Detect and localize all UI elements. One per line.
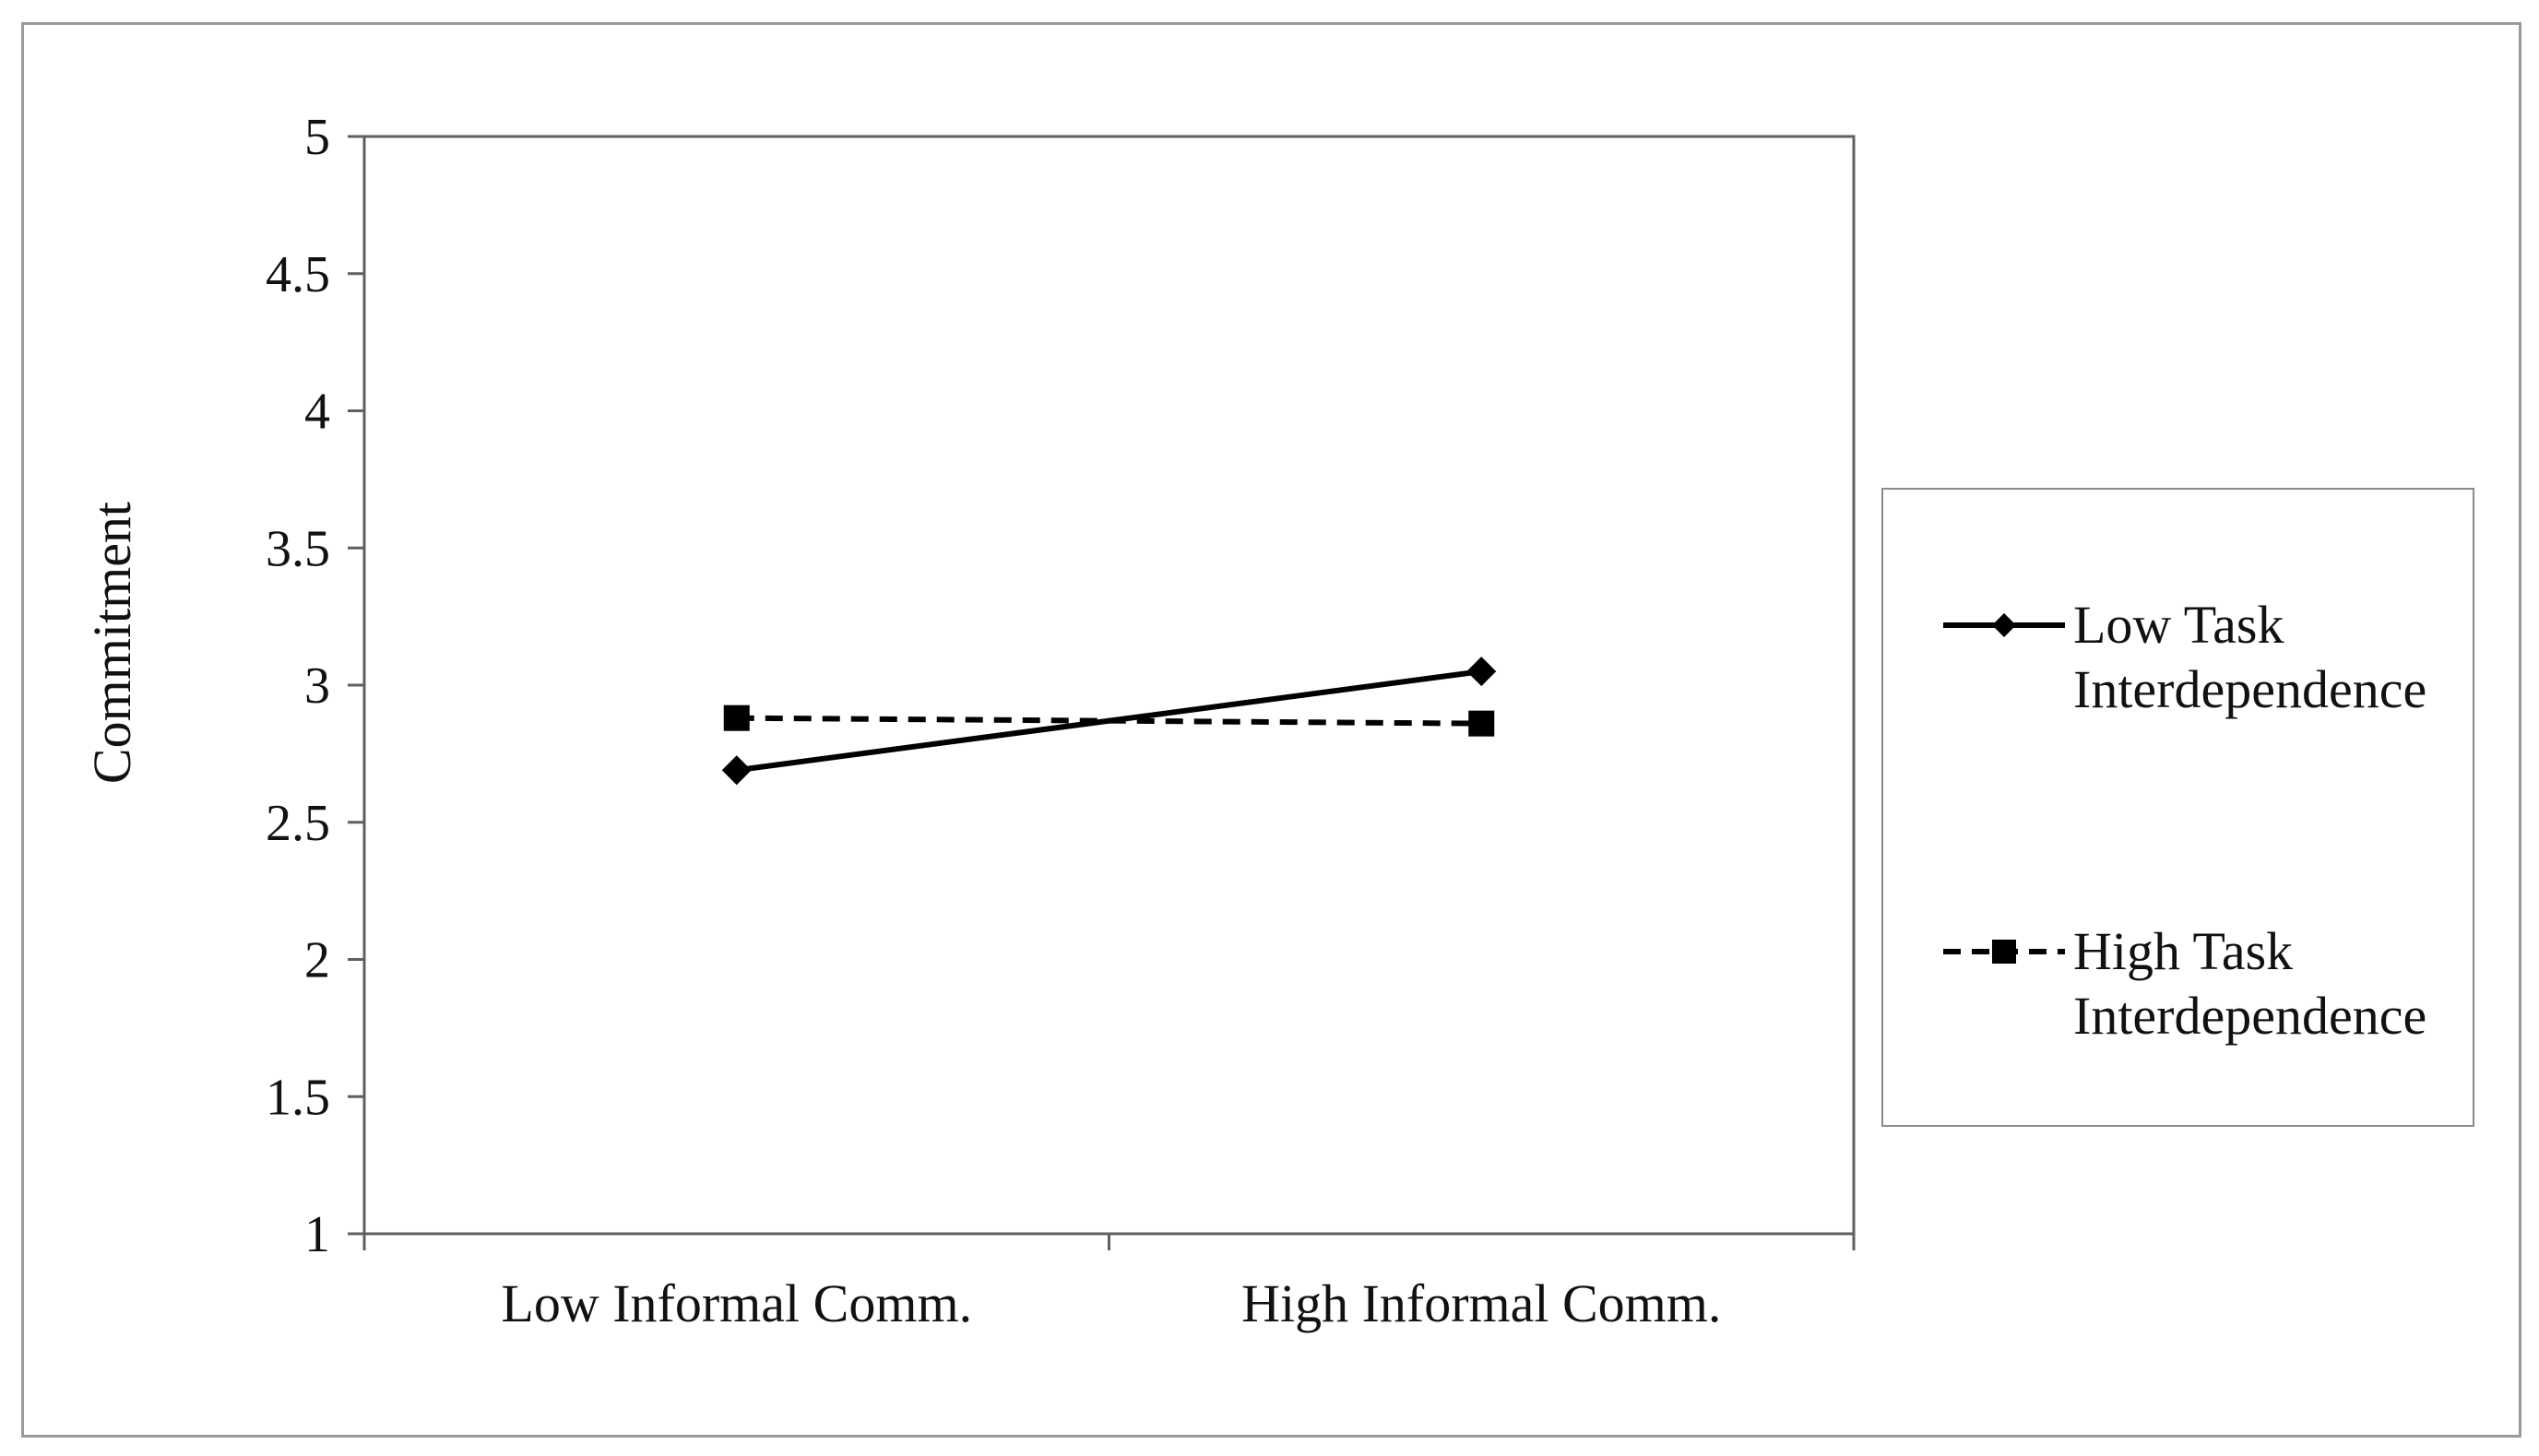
y-tick-label: 5 (304, 109, 330, 166)
y-tick-label: 3 (304, 657, 330, 715)
y-tick-label: 2.5 (266, 795, 330, 852)
legend-label-line: Low Task (2073, 595, 2284, 655)
data-marker-square (1468, 710, 1495, 737)
legend-label-line: High Task (2073, 921, 2294, 981)
legend-dashed-square-icon (1943, 940, 2065, 964)
y-tick-label: 1.5 (266, 1069, 330, 1126)
legend-label-high-task: High Task Interdependence (2073, 919, 2426, 1048)
y-tick-label: 2 (304, 932, 330, 989)
legend-label-low-task: Low Task Interdependence (2073, 593, 2426, 722)
data-marker-square (723, 704, 750, 731)
data-marker-diamond (721, 755, 752, 786)
y-tick-label: 3.5 (266, 520, 330, 577)
legend-entry-low-task-interdependence: Low Task Interdependence (1883, 593, 2473, 722)
plot-frame (362, 135, 1856, 1236)
legend-entry-high-task-interdependence: High Task Interdependence (1883, 919, 2473, 1048)
legend-solid-diamond-icon (1943, 613, 2065, 637)
legend-label-line: Interdependence (2073, 986, 2427, 1046)
legend-label-line: Interdependence (2073, 659, 2427, 719)
x-category-label: Low Informal Comm. (501, 1273, 972, 1333)
data-marker-diamond (1466, 657, 1497, 687)
figure-border (21, 22, 2521, 1438)
series-line-dashed (736, 715, 1482, 727)
legend: Low Task Interdependence High Task Inter… (1881, 488, 2474, 1127)
x-category-label: High Informal Comm. (1241, 1273, 1721, 1333)
y-tick-label: 1 (304, 1206, 330, 1263)
y-tick-label: 4 (304, 384, 330, 441)
y-axis-title: Commitment (82, 502, 142, 784)
y-tick-label: 4.5 (266, 246, 330, 303)
